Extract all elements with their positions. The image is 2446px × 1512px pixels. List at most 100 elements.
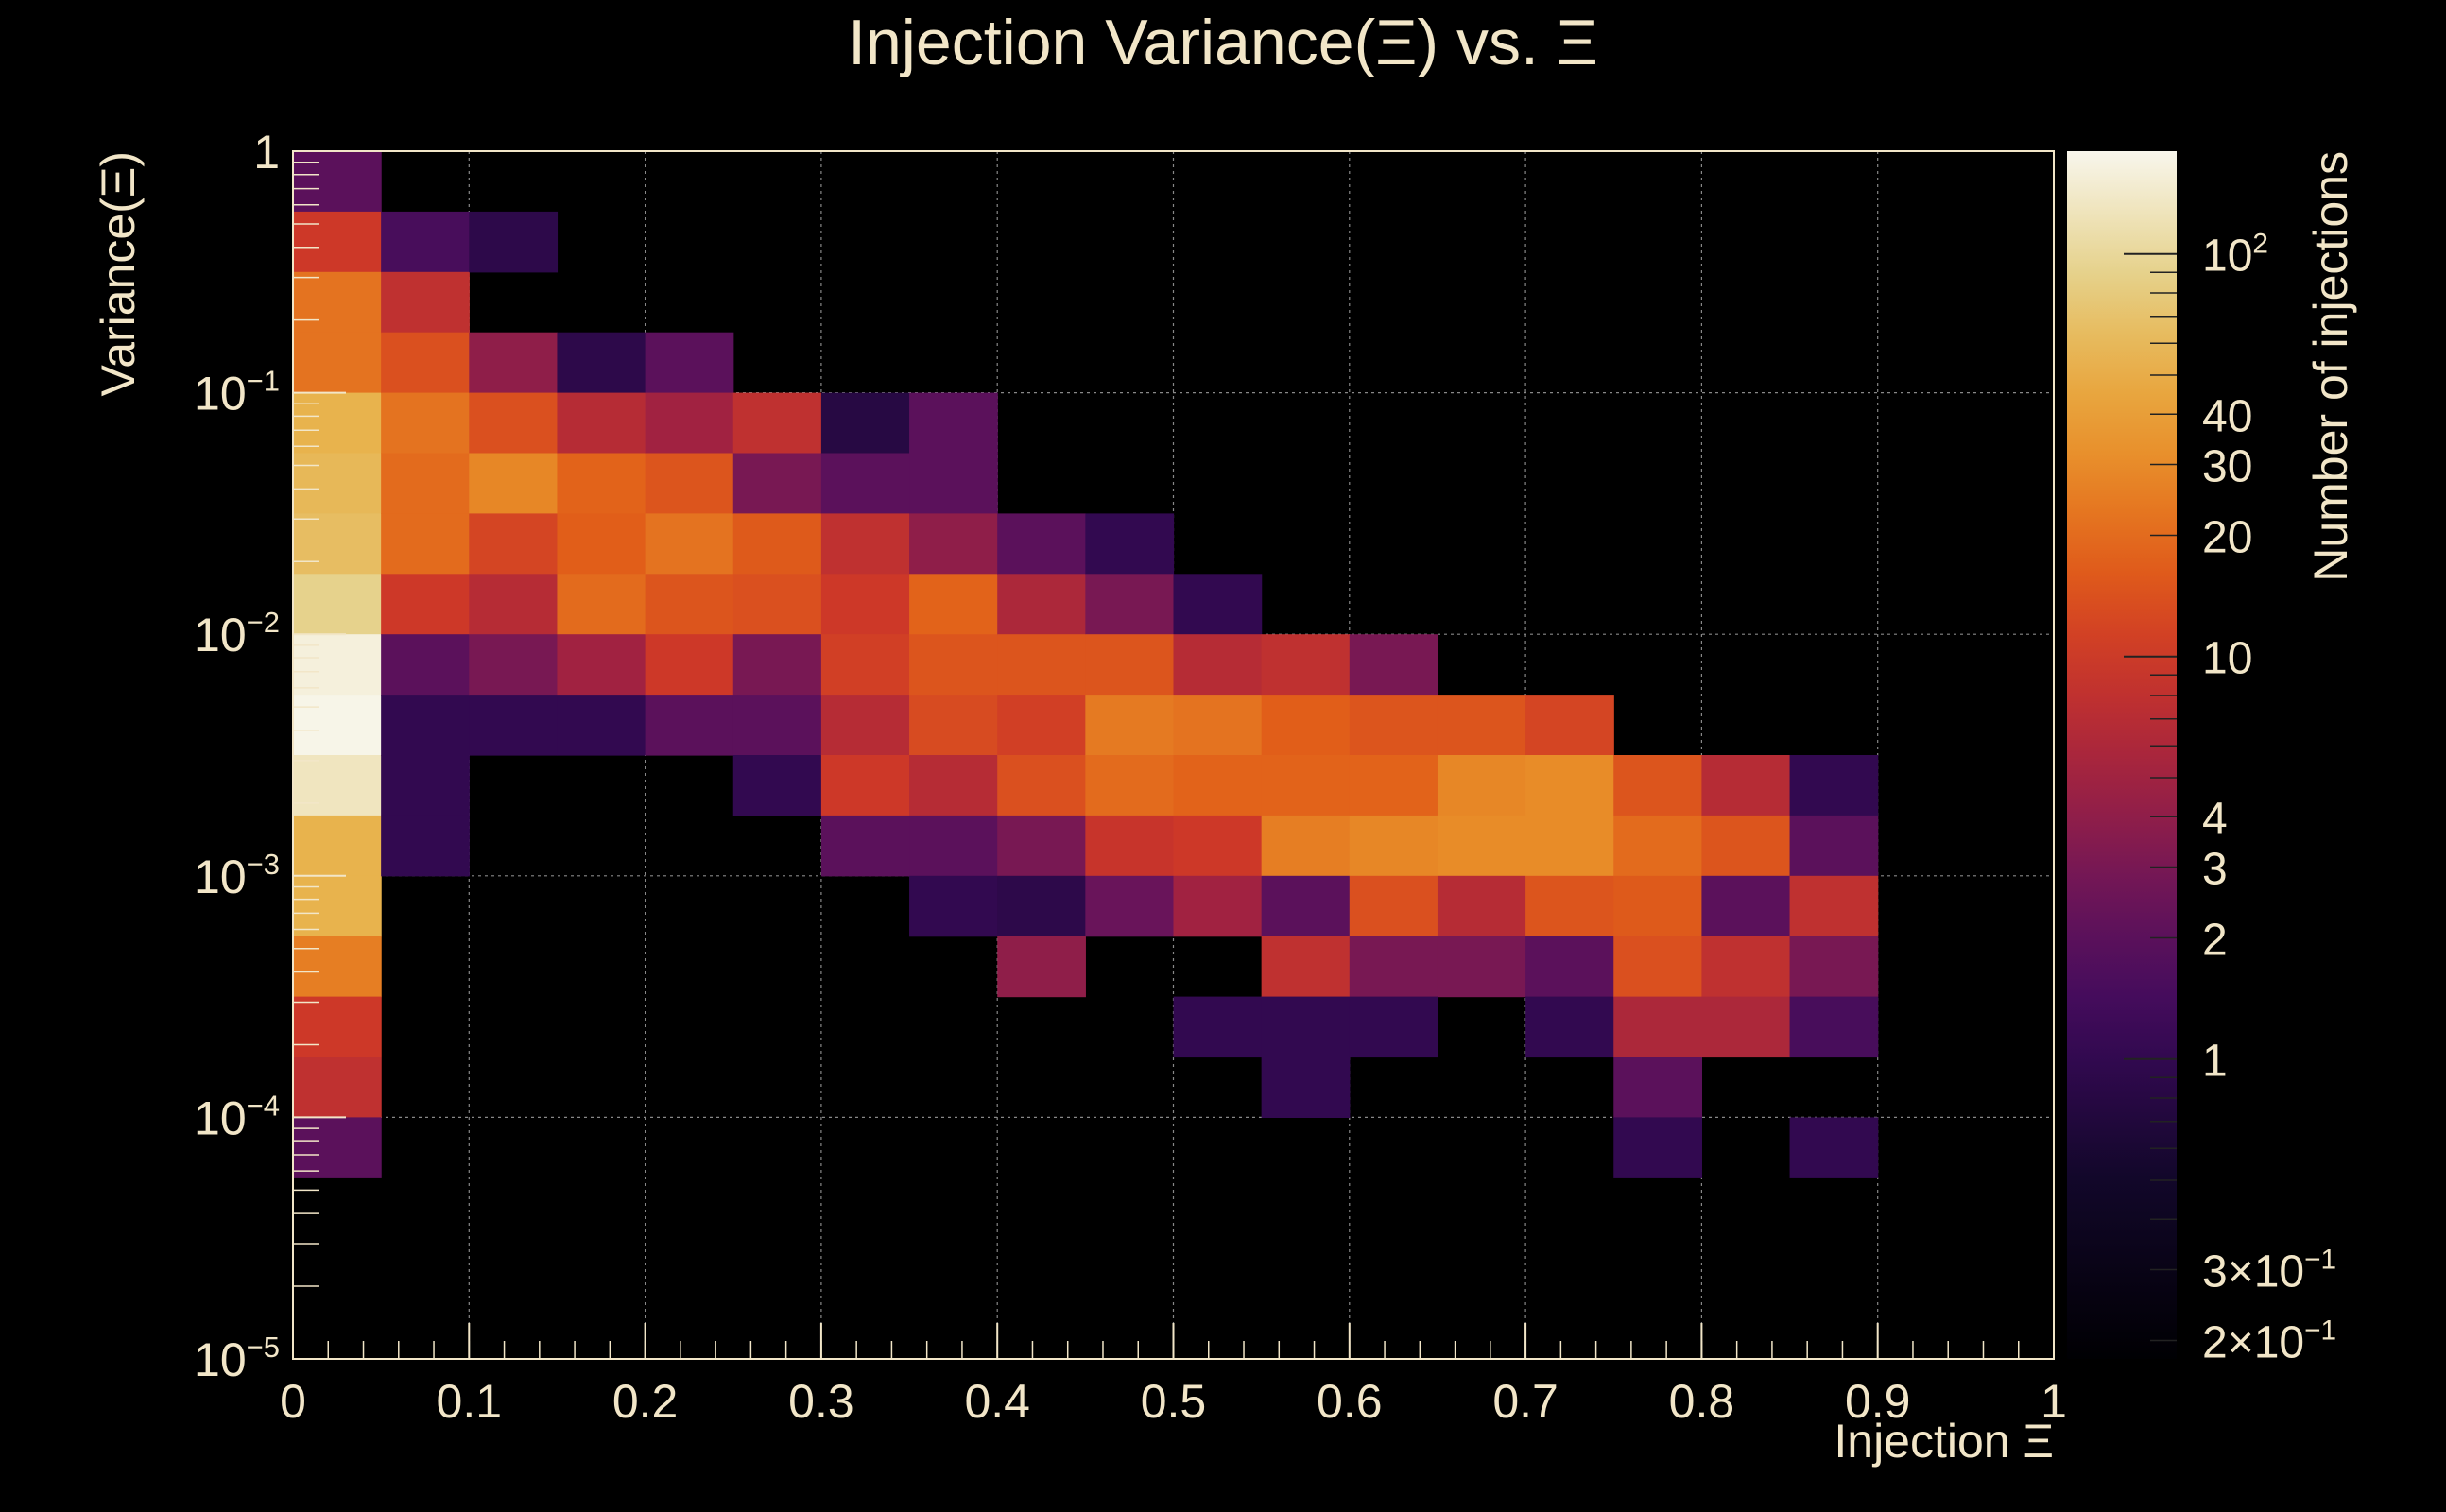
x-tick-label: 0.2 (612, 1375, 679, 1428)
heatmap-cell (1261, 996, 1351, 1058)
heatmap-cell (381, 211, 470, 273)
x-tick-label: 0.1 (437, 1375, 503, 1428)
heatmap-cell (1085, 695, 1175, 756)
heatmap-cell (1085, 755, 1175, 816)
heatmap-cell (820, 574, 910, 635)
heatmap-cell (909, 695, 998, 756)
heatmap-cell (293, 392, 382, 455)
heatmap-cell (1261, 634, 1351, 696)
colorbar-label: Number of injections (2304, 151, 2357, 582)
heatmap-cell (381, 815, 470, 877)
x-tick-label: 0.3 (788, 1375, 854, 1428)
heatmap-cell (557, 634, 646, 696)
heatmap-cell (820, 695, 910, 756)
heatmap-cell (1437, 936, 1526, 998)
heatmap-cell (469, 392, 559, 455)
heatmap-cell (1349, 695, 1438, 756)
heatmap-cell (909, 513, 998, 575)
heatmap-cell (557, 574, 646, 635)
heatmap-cell (1613, 936, 1702, 998)
heatmap-cell (1525, 875, 1614, 937)
colorbar-tick-label: 20 (2202, 513, 2252, 563)
heatmap-cell (1525, 815, 1614, 877)
heatmap-cell (1789, 875, 1879, 937)
heatmap-cell (1173, 634, 1263, 696)
heatmap-cell (557, 453, 646, 514)
heatmap-cell (1789, 1117, 1879, 1178)
heatmap-cell (732, 513, 822, 575)
heatmap-cell (997, 755, 1086, 816)
heatmap-cell (1349, 875, 1438, 937)
y-axis-ticks: 1 10−1 10−2 10−3 10−4 10−5 (194, 126, 346, 1386)
heatmap-cell (820, 815, 910, 877)
heatmap-cell (1613, 815, 1702, 877)
y-tick-label: 10−4 (194, 1089, 280, 1144)
heatmap-cell (1349, 936, 1438, 998)
heatmap-cell (1701, 996, 1791, 1058)
heatmap-cell (381, 513, 470, 575)
heatmap-cell (1349, 996, 1438, 1058)
heatmap-cell (1085, 815, 1175, 877)
heatmap-cell (557, 513, 646, 575)
heatmap-cell (909, 875, 998, 937)
heatmap-cell (1261, 875, 1351, 937)
heatmap-cell (1349, 634, 1438, 696)
heatmap-cell (469, 211, 559, 273)
x-tick-label: 0.6 (1317, 1375, 1383, 1428)
heatmap-cell (1525, 695, 1614, 756)
y-tick-label: 10−5 (194, 1331, 280, 1386)
heatmap-cell (1173, 996, 1263, 1058)
x-axis-ticks: 0 0.1 0.2 0.3 0.4 0.5 0.6 0.7 0.8 0.9 1 (280, 1323, 2067, 1428)
heatmap-cell (645, 332, 734, 394)
x-tick-label: 0.9 (1845, 1375, 1911, 1428)
heatmap-cell (293, 211, 382, 273)
heatmap-cell (1085, 574, 1175, 635)
heatmap-cell (997, 815, 1086, 877)
heatmap-cell (469, 634, 559, 696)
heatmap-cell (997, 695, 1086, 756)
heatmap-cells (293, 151, 1879, 1178)
heatmap-cell (1437, 875, 1526, 937)
heatmap-cell (293, 875, 382, 937)
colorbar-tick-label: 3×10−1 (2202, 1244, 2336, 1297)
y-tick-label: 10−1 (194, 365, 280, 421)
heatmap-cell (1437, 755, 1526, 816)
heatmap-cell (1173, 815, 1263, 877)
x-tick-label: 0.5 (1141, 1375, 1207, 1428)
heatmap-cell (381, 574, 470, 635)
heatmap-cell (381, 453, 470, 514)
heatmap-cell (293, 151, 382, 213)
heatmap-cell (381, 392, 470, 455)
heatmap-cell (1613, 755, 1702, 816)
chart-title: Injection Variance(Ξ) vs. Ξ (848, 7, 1598, 78)
y-tick-label: 10−3 (194, 848, 280, 903)
heatmap-cell (732, 634, 822, 696)
heatmap-cell (293, 755, 382, 816)
heatmap-cell (1789, 936, 1879, 998)
x-tick-label: 0.7 (1492, 1375, 1559, 1428)
heatmap-cell (293, 815, 382, 877)
colorbar-tick-label: 2 (2202, 916, 2228, 966)
colorbar-tick-label: 3 (2202, 844, 2228, 894)
heatmap-cell (645, 453, 734, 514)
heatmap-cell (1261, 815, 1351, 877)
x-tick-label: 0.4 (964, 1375, 1030, 1428)
heatmap-cell (1261, 695, 1351, 756)
heatmap-cell (732, 755, 822, 816)
heatmap-cell (381, 755, 470, 816)
heatmap-cell (1613, 996, 1702, 1058)
heatmap-cell (1789, 815, 1879, 877)
heatmap-cell (1701, 936, 1791, 998)
heatmap-cell (1085, 634, 1175, 696)
heatmap-cell (469, 332, 559, 394)
colorbar-tick-label: 4 (2202, 794, 2228, 844)
heatmap-cell (732, 392, 822, 455)
heatmap-cell (820, 513, 910, 575)
heatmap-cell (909, 755, 998, 816)
heatmap-cell (1613, 1057, 1702, 1118)
heatmap-cell (732, 695, 822, 756)
heatmap-cell (293, 453, 382, 514)
heatmap-cell (381, 634, 470, 696)
